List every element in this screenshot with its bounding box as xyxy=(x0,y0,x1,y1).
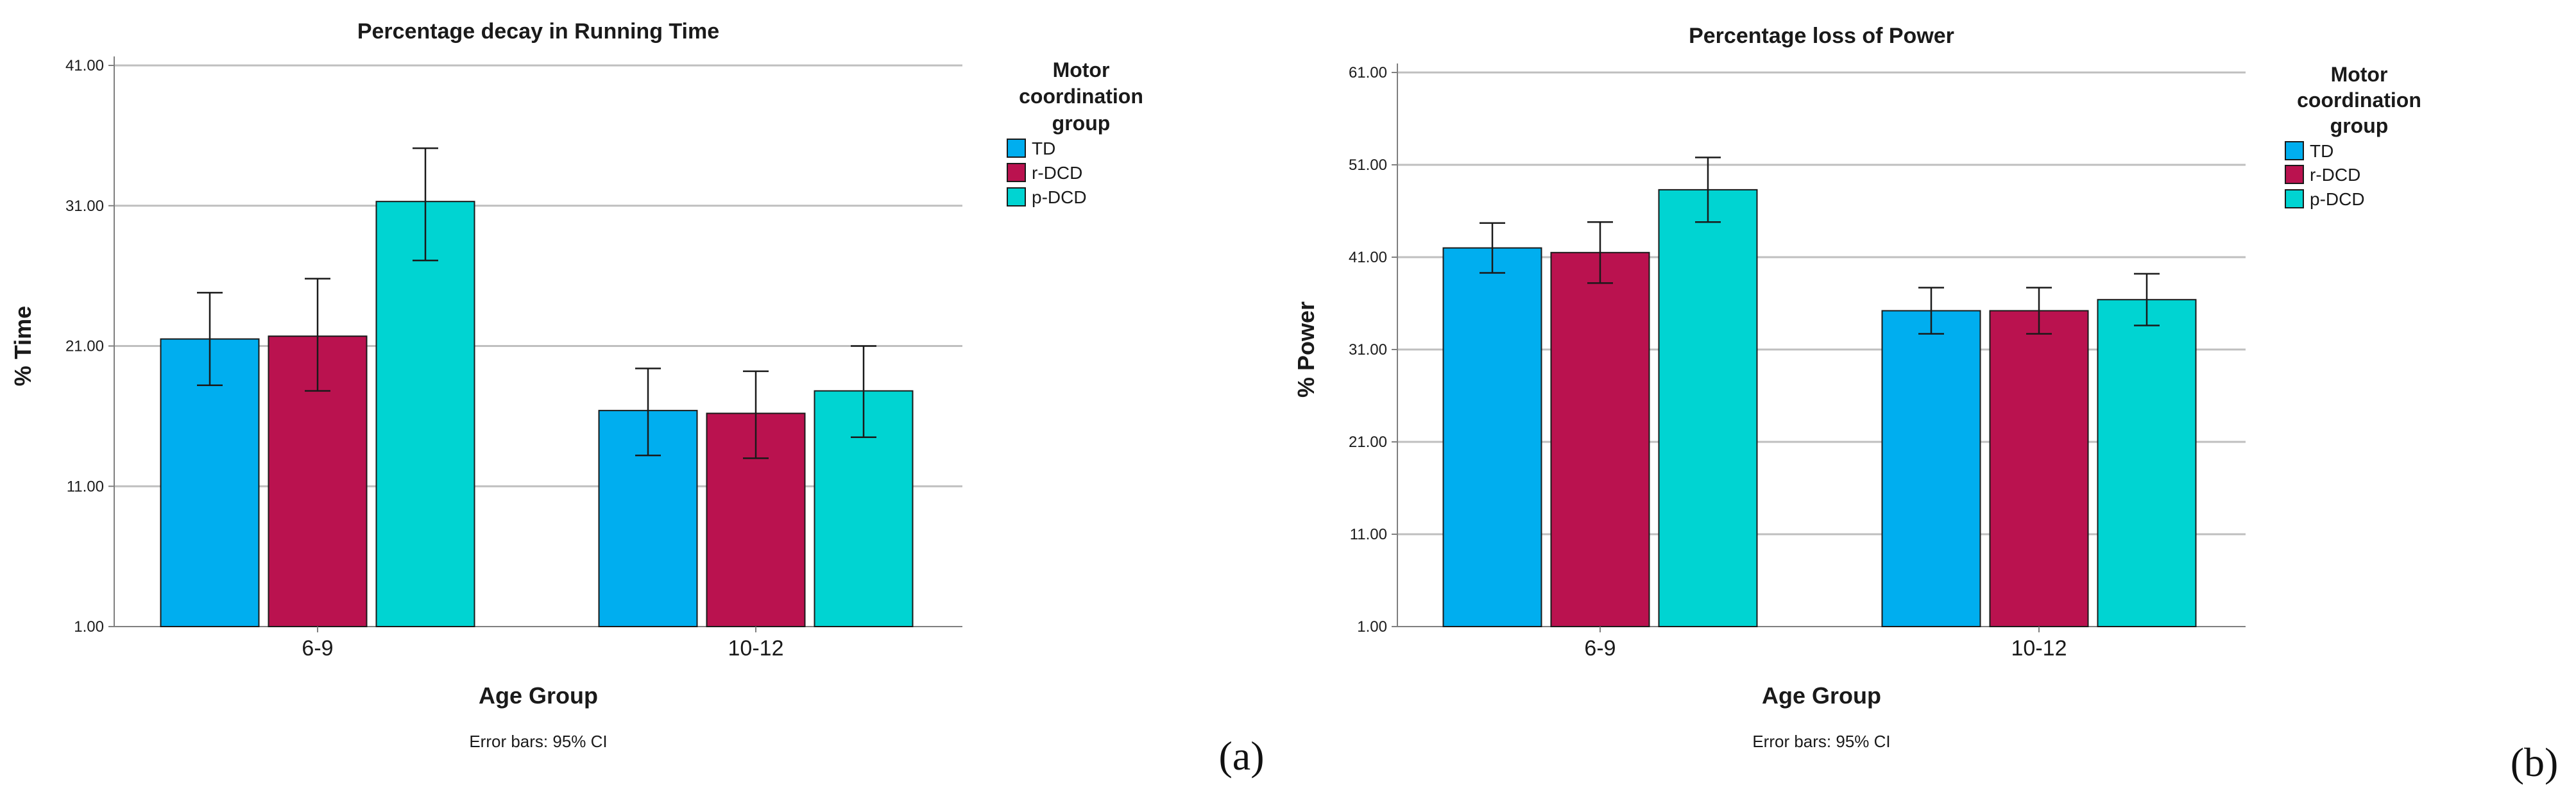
y-tick-label: 21.00 xyxy=(65,338,104,355)
legend-swatch-p-DCD xyxy=(1007,187,1026,207)
bar-TD-6-9 xyxy=(1442,247,1542,628)
legend-swatch-TD xyxy=(1007,139,1026,158)
legend-title: group xyxy=(1052,112,1111,135)
y-tick-label: 41.00 xyxy=(65,57,104,74)
y-tick-label: 11.00 xyxy=(67,478,104,495)
x-tick-label: 10-12 xyxy=(728,636,784,661)
x-axis-label: Age Group xyxy=(1762,682,1881,709)
bar-p-DCD-10-12 xyxy=(2097,299,2197,627)
legend-label-TD: TD xyxy=(1032,139,1055,158)
y-tick-label: 1.00 xyxy=(74,618,104,636)
y-tick-label: 1.00 xyxy=(1357,618,1387,636)
bar-r-DCD-10-12 xyxy=(1989,310,2089,627)
x-axis-label: Age Group xyxy=(479,682,598,709)
legend-title: group xyxy=(2330,114,2389,137)
legend-swatch-r-DCD xyxy=(2285,165,2304,184)
y-tick-label: 21.00 xyxy=(1349,434,1387,451)
y-tick-label: 11.00 xyxy=(1350,526,1387,543)
legend-title: Motor xyxy=(1053,58,1110,81)
y-tick-label: 61.00 xyxy=(1349,64,1387,81)
bar-TD-10-12 xyxy=(1881,310,1981,627)
legend-title: coordination xyxy=(2297,89,2421,112)
x-tick-label: 10-12 xyxy=(2011,636,2067,661)
bar-TD-6-9 xyxy=(160,338,260,627)
y-tick-label: 51.00 xyxy=(1349,156,1387,174)
y-tick-label: 31.00 xyxy=(65,198,104,215)
legend-title: Motor xyxy=(2331,63,2388,86)
legend-label-p-DCD: p-DCD xyxy=(2310,189,2365,209)
error-bar-note: Error bars: 95% CI xyxy=(469,732,607,751)
bar-p-DCD-6-9 xyxy=(1658,189,1758,627)
chart-panel-a: Percentage decay in Running Time 1.00 11.0… xyxy=(10,19,1265,779)
legend-label-r-DCD: r-DCD xyxy=(2310,165,2360,185)
legend-label-r-DCD: r-DCD xyxy=(1032,163,1082,183)
x-tick-label: 6-9 xyxy=(1584,636,1616,661)
bar-p-DCD-6-9 xyxy=(375,201,475,627)
legend-label-TD: TD xyxy=(2310,141,2333,161)
y-tick-label: 31.00 xyxy=(1349,341,1387,359)
bar-r-DCD-10-12 xyxy=(706,412,806,627)
chart-title: Percentage decay in Running Time xyxy=(357,19,719,44)
legend-label-p-DCD: p-DCD xyxy=(1032,187,1087,207)
chart-panel-b: Percentage loss of Power 1.00 11.00 21.00 31… xyxy=(1293,24,2558,785)
x-tick-label: 6-9 xyxy=(302,636,333,661)
chart-title: Percentage loss of Power xyxy=(1689,24,1954,48)
legend-swatch-TD xyxy=(2285,141,2304,160)
legend-swatch-p-DCD xyxy=(2285,189,2304,208)
y-axis-label: % Time xyxy=(10,306,36,386)
bar-r-DCD-6-9 xyxy=(1550,251,1650,627)
panel-label: (a) xyxy=(1218,733,1264,779)
panel-label: (b) xyxy=(2511,739,2559,785)
legend-title: coordination xyxy=(1019,85,1143,108)
legend-swatch-r-DCD xyxy=(1007,163,1026,182)
y-tick-label: 41.00 xyxy=(1349,249,1387,266)
error-bar-note: Error bars: 95% CI xyxy=(1752,732,1890,751)
y-axis-label: % Power xyxy=(1293,301,1319,398)
